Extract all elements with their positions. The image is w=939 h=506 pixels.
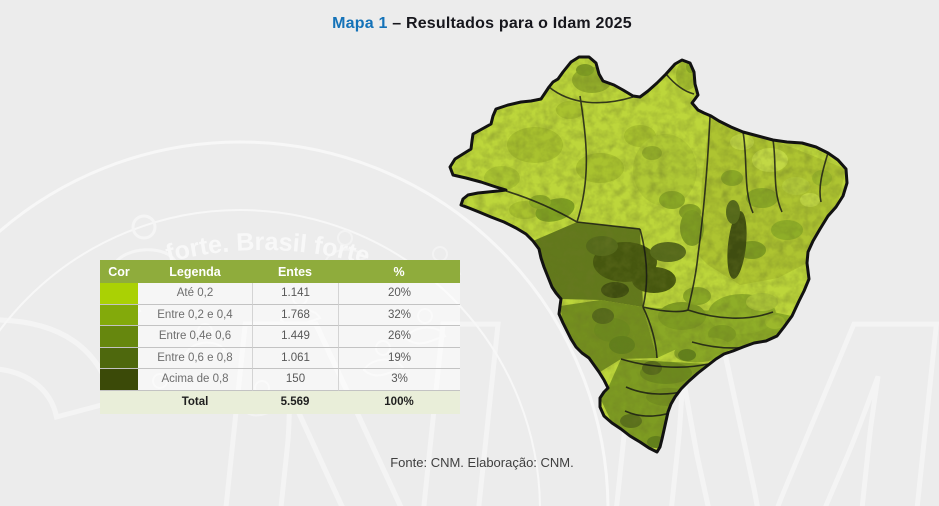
brazil-choropleth-map bbox=[440, 50, 860, 470]
total-row: Total 5.569 100% bbox=[100, 390, 460, 415]
watermark-circle-icon bbox=[0, 140, 610, 506]
header-pct: % bbox=[393, 264, 405, 279]
color-swatch bbox=[100, 326, 138, 348]
legend-label: Acima de 0,8 bbox=[138, 369, 252, 391]
choropleth-regions bbox=[450, 57, 847, 452]
header-entes: Entes bbox=[277, 264, 313, 279]
pct-value: 32% bbox=[338, 304, 460, 326]
legend-row: Entre 0,2 e 0,4 1.768 32% bbox=[100, 304, 460, 326]
legend-table: Cor Legenda Entes % Até 0,2 1.141 20% En… bbox=[100, 260, 460, 414]
entes-value: 1.141 bbox=[252, 283, 338, 305]
pct-value: 26% bbox=[338, 326, 460, 348]
total-pct: 100% bbox=[384, 396, 414, 409]
legend-row: Acima de 0,8 150 3% bbox=[100, 369, 460, 391]
title-separator: – bbox=[387, 15, 406, 32]
legend-label: Entre 0,2 e 0,4 bbox=[138, 305, 252, 326]
entes-value: 1.061 bbox=[252, 347, 338, 369]
total-entes: 5.569 bbox=[280, 396, 310, 409]
legend-label: Entre 0,4e 0,6 bbox=[138, 326, 252, 348]
state-borders bbox=[505, 73, 829, 417]
pct-value: 20% bbox=[338, 283, 460, 305]
page-title: Mapa 1 – Resultados para o Idam 2025 bbox=[25, 15, 939, 33]
color-swatch bbox=[100, 304, 138, 326]
pct-value: 3% bbox=[338, 369, 460, 391]
color-swatch bbox=[100, 369, 138, 391]
legend-label: Até 0,2 bbox=[138, 283, 252, 305]
source-note: Fonte: CNM. Elaboração: CNM. bbox=[390, 455, 574, 470]
legend-row: Entre 0,4e 0,6 1.449 26% bbox=[100, 326, 460, 348]
header-cor: Cor bbox=[108, 264, 130, 279]
total-label: Total bbox=[181, 396, 209, 409]
header-legenda: Legenda bbox=[169, 264, 221, 279]
watermark-inner-circle-icon bbox=[0, 209, 541, 506]
entes-value: 150 bbox=[252, 369, 338, 391]
entes-value: 1.449 bbox=[252, 326, 338, 348]
legend-label: Entre 0,6 e 0,8 bbox=[138, 348, 252, 369]
legend-table-header: Cor Legenda Entes % bbox=[100, 260, 460, 283]
color-swatch bbox=[100, 347, 138, 369]
color-swatch bbox=[100, 283, 138, 305]
legend-row: Entre 0,6 e 0,8 1.061 19% bbox=[100, 347, 460, 369]
title-accent: Mapa 1 bbox=[332, 15, 388, 32]
total-swatch-spacer bbox=[100, 391, 138, 415]
pct-value: 19% bbox=[338, 347, 460, 369]
legend-row: Até 0,2 1.141 20% bbox=[100, 283, 460, 305]
entes-value: 1.768 bbox=[252, 304, 338, 326]
title-rest: Resultados para o Idam 2025 bbox=[405, 15, 632, 32]
